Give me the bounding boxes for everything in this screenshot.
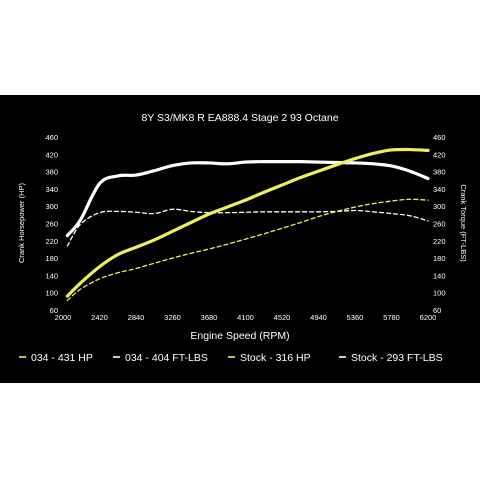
series-line-stock-316-hp [66, 198, 429, 302]
x-tick-label-3260: 3260 [164, 313, 181, 322]
y-tick-right-60: 60 [433, 306, 441, 315]
y-tick-right-460: 460 [433, 133, 446, 142]
y-axis-label-left: Crank Horsepower (HP) [17, 182, 26, 263]
y-tick-left-420: 420 [45, 150, 58, 159]
y-tick-right-380: 380 [433, 168, 446, 177]
series-line-034-404-ft-lbs [65, 160, 430, 238]
y-tick-left-60: 60 [50, 306, 58, 315]
x-tick-label-6200: 6200 [420, 313, 437, 322]
y-tick-right-420: 420 [433, 150, 446, 159]
y-tick-right-300: 300 [433, 202, 446, 211]
y-tick-right-340: 340 [433, 185, 446, 194]
y-tick-right-180: 180 [433, 254, 446, 263]
y-tick-left-140: 140 [45, 271, 58, 280]
legend-label-034-404-ft-lbs: 034 - 404 FT-LBS [125, 352, 208, 364]
legend: 034 - 431 HP 034 - 404 FT-LBS Stock - 316 … [19, 352, 443, 364]
y-tick-left-380: 380 [45, 168, 58, 177]
x-tick-label-5780: 5780 [383, 313, 400, 322]
y-tick-right-140: 140 [433, 271, 446, 280]
y-tick-left-100: 100 [45, 289, 58, 298]
series-line-034-431-hp [65, 147, 430, 298]
legend-label-stock-293-ft-lbs: Stock - 293 FT-LBS [351, 352, 443, 364]
x-tick-label-5360: 5360 [347, 313, 364, 322]
legend-label-stock-316-hp: Stock - 316 HP [240, 352, 311, 364]
y-tick-left-340: 340 [45, 185, 58, 194]
x-tick-label-2420: 2420 [91, 313, 108, 322]
plot-lines [65, 147, 430, 302]
y-tick-left-300: 300 [45, 202, 58, 211]
y-axis-label-right: Crank Torque (FT-LBS) [459, 184, 468, 262]
series-line-stock-293-ft-lbs [66, 208, 429, 247]
x-tick-label-3680: 3680 [201, 313, 218, 322]
y-tick-left-260: 260 [45, 220, 58, 229]
y-tick-right-220: 220 [433, 237, 446, 246]
x-tick-label-2000: 2000 [55, 313, 72, 322]
y-tick-left-220: 220 [45, 237, 58, 246]
x-tick-label-4940: 4940 [310, 313, 327, 322]
x-axis-label: Engine Speed (RPM) [190, 330, 289, 342]
y-tick-left-460: 460 [45, 133, 58, 142]
x-tick-label-4520: 4520 [274, 313, 291, 322]
y-tick-left-180: 180 [45, 254, 58, 263]
chart-title: 8Y S3/MK8 R EA888.4 Stage 2 93 Octane [141, 112, 338, 124]
x-tick-label-4100: 4100 [237, 313, 254, 322]
chart-panel [0, 95, 480, 383]
axis-ticks: 2000 2420 2840 3260 3680 4100 4520 4940 5360 5780… [45, 133, 445, 322]
y-tick-right-100: 100 [433, 289, 446, 298]
x-tick-label-2840: 2840 [128, 313, 145, 322]
y-tick-right-260: 260 [433, 220, 446, 229]
legend-label-034-431-hp: 034 - 431 HP [31, 352, 93, 364]
